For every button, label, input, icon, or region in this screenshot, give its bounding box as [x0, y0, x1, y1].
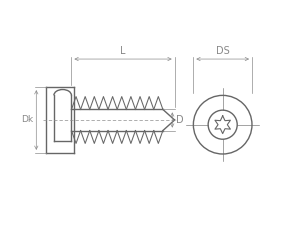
Text: DS: DS [216, 46, 230, 55]
Text: L: L [120, 46, 126, 55]
Text: D: D [176, 115, 183, 125]
Text: Dk: Dk [21, 115, 33, 125]
